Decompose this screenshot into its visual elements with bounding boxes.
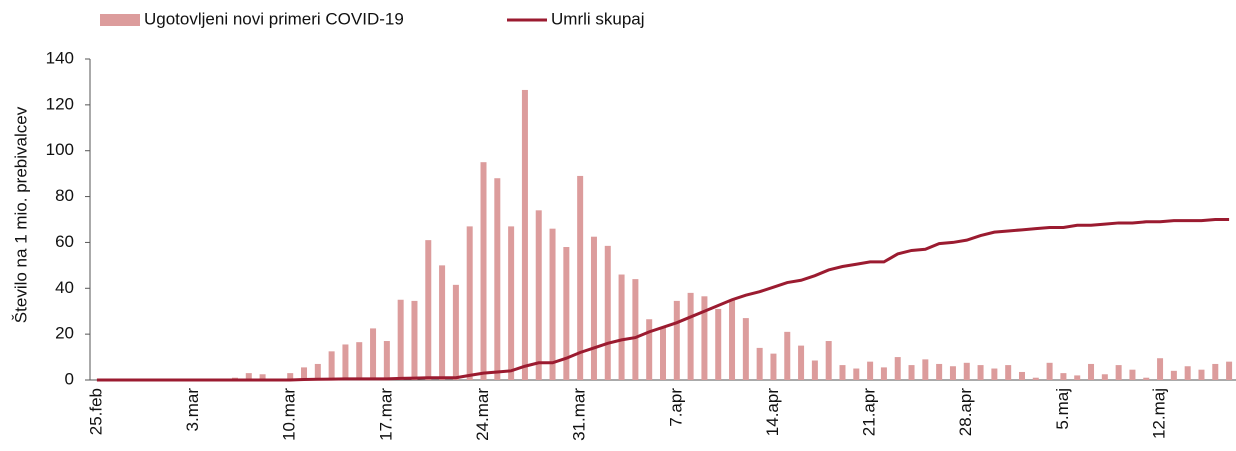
y-axis-label: Število na 1 mio. prebivalcev xyxy=(11,106,30,323)
bar xyxy=(756,347,763,380)
bar xyxy=(660,327,666,380)
bar xyxy=(770,353,777,380)
bar xyxy=(1198,369,1205,380)
bar xyxy=(259,374,266,380)
bar xyxy=(949,366,956,380)
bar xyxy=(1018,371,1025,380)
bar xyxy=(936,363,943,380)
bar xyxy=(577,175,584,380)
x-tick-label: 5.maj xyxy=(1053,388,1072,430)
bar xyxy=(494,178,501,380)
bar xyxy=(521,89,528,380)
bar xyxy=(301,367,308,380)
bar xyxy=(991,368,998,380)
bar xyxy=(1060,373,1067,380)
legend-label: Ugotovljeni novi primeri COVID-19 xyxy=(144,9,404,28)
bar xyxy=(894,357,901,380)
bar xyxy=(798,345,805,380)
bar xyxy=(480,162,487,380)
bar xyxy=(1005,365,1012,380)
bar xyxy=(1184,366,1191,380)
bar xyxy=(425,240,432,380)
x-tick-label: 21.apr xyxy=(860,388,879,437)
bar xyxy=(287,373,294,380)
bar xyxy=(1088,363,1095,380)
bar xyxy=(1046,362,1053,380)
bar xyxy=(508,226,515,380)
bar xyxy=(604,245,611,380)
bar xyxy=(853,368,860,380)
x-tick-label: 31.mar xyxy=(570,388,589,441)
bar xyxy=(314,363,321,380)
bar xyxy=(977,365,984,380)
bar xyxy=(1129,369,1136,380)
bar xyxy=(452,284,459,380)
bar xyxy=(784,331,791,380)
bar xyxy=(715,308,722,380)
x-tick-label: 7.apr xyxy=(666,388,685,427)
bar xyxy=(908,365,915,380)
bar xyxy=(563,247,570,380)
y-tick-label: 140 xyxy=(46,48,74,67)
bar xyxy=(811,360,818,380)
x-tick-label: 10.mar xyxy=(280,388,299,441)
bar xyxy=(729,299,736,380)
bar xyxy=(535,210,542,380)
bar xyxy=(356,342,363,380)
legend-swatch xyxy=(100,14,140,26)
bar xyxy=(411,300,418,380)
bar xyxy=(742,318,749,380)
bar xyxy=(839,365,846,380)
bar xyxy=(439,265,446,380)
x-tick-label: 17.mar xyxy=(376,388,395,441)
bar xyxy=(245,373,252,380)
bar xyxy=(1032,377,1039,380)
bar xyxy=(383,341,390,380)
bar xyxy=(328,351,335,380)
y-tick-label: 120 xyxy=(46,94,74,113)
legend-label: Umrli skupaj xyxy=(551,9,645,28)
line xyxy=(96,218,1230,382)
x-tick-label: 25.feb xyxy=(86,388,105,435)
bar xyxy=(880,367,887,380)
y-tick-label: 40 xyxy=(55,278,74,297)
bar xyxy=(618,274,625,380)
y-tick-label: 20 xyxy=(55,324,74,343)
x-tick-label: 24.mar xyxy=(473,388,492,441)
bar xyxy=(673,300,680,380)
bar xyxy=(701,296,708,380)
y-tick-label: 60 xyxy=(55,232,74,251)
x-tick-label: 12.maj xyxy=(1150,388,1169,439)
bar xyxy=(1170,370,1177,380)
y-tick-label: 100 xyxy=(46,140,74,159)
x-tick-label: 28.apr xyxy=(956,388,975,437)
bar xyxy=(1074,375,1081,380)
bar xyxy=(370,328,377,380)
bar xyxy=(867,361,874,380)
bar xyxy=(397,299,404,380)
y-tick-label: 0 xyxy=(65,369,74,388)
x-tick-label: 3.mar xyxy=(183,388,202,432)
bar xyxy=(1101,374,1108,380)
bar xyxy=(646,319,653,380)
bar xyxy=(590,236,597,380)
bar xyxy=(466,226,473,380)
bar xyxy=(1212,363,1219,380)
bar xyxy=(1157,358,1164,380)
y-tick-label: 80 xyxy=(55,186,74,205)
bar xyxy=(1115,365,1122,380)
bar xyxy=(632,279,639,380)
bar xyxy=(825,341,832,380)
bar xyxy=(342,344,349,380)
bar xyxy=(687,292,694,380)
bar xyxy=(922,359,929,380)
x-tick-label: 14.apr xyxy=(763,388,782,437)
bar xyxy=(1143,377,1150,380)
bar xyxy=(549,228,556,380)
bar xyxy=(963,362,970,380)
bar xyxy=(1226,361,1233,380)
